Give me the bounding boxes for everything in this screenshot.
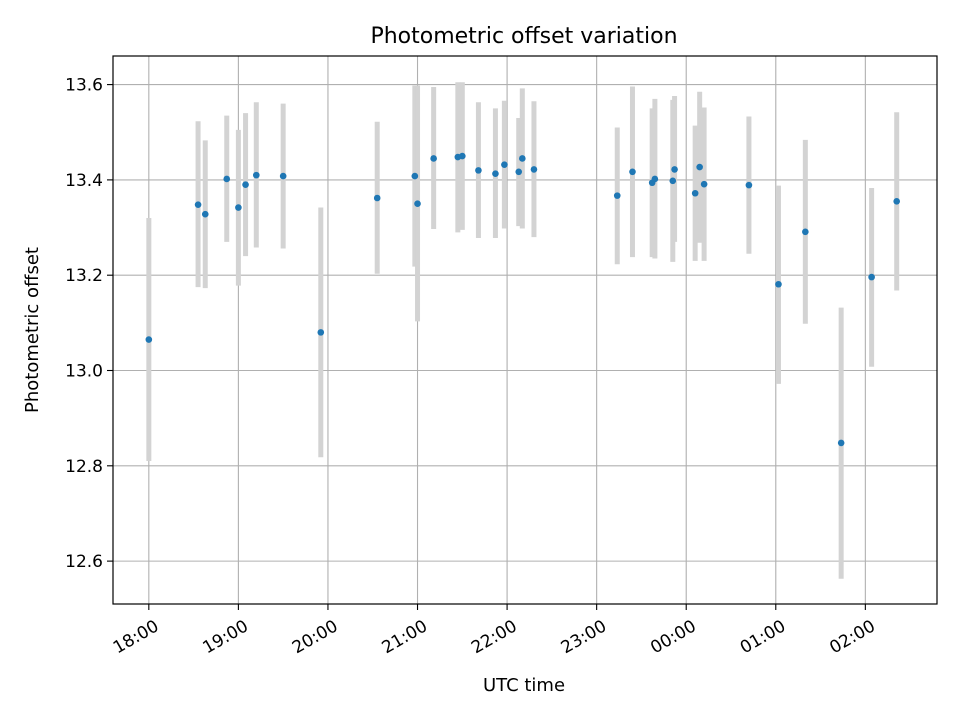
x-tick-label: 02:00 bbox=[826, 616, 878, 658]
x-tick-label: 19:00 bbox=[199, 616, 251, 658]
data-point bbox=[414, 200, 421, 208]
data-point bbox=[430, 155, 437, 162]
y-axis-ticks: 12.6 12.8 13.0 13.2 13.4 13.6 bbox=[65, 76, 113, 572]
x-tick-label: 20:00 bbox=[289, 616, 341, 658]
grid bbox=[113, 56, 937, 604]
plot-frame bbox=[112, 55, 938, 605]
data-point bbox=[201, 210, 209, 218]
data-point bbox=[279, 172, 287, 180]
y-tick-label: 12.6 bbox=[65, 552, 103, 572]
chart-title: Photometric offset variation bbox=[370, 24, 677, 49]
data-points bbox=[145, 152, 900, 447]
y-tick-label: 13.0 bbox=[65, 362, 103, 382]
y-axis-label: Photometric offset bbox=[22, 247, 43, 413]
data-point bbox=[651, 175, 659, 183]
data-point bbox=[501, 161, 508, 168]
data-point bbox=[515, 168, 523, 176]
y-tick-label: 13.2 bbox=[65, 266, 103, 286]
data-point bbox=[223, 175, 231, 183]
y-tick-label: 12.8 bbox=[65, 457, 103, 477]
data-point bbox=[235, 204, 242, 211]
data-point bbox=[530, 166, 538, 173]
data-point bbox=[700, 180, 708, 188]
data-point bbox=[459, 152, 466, 160]
data-point bbox=[253, 171, 260, 179]
x-tick-label: 21:00 bbox=[379, 616, 431, 658]
x-tick-label: 00:00 bbox=[647, 616, 699, 658]
x-tick-label: 18:00 bbox=[110, 616, 162, 658]
data-point bbox=[671, 166, 678, 173]
data-point bbox=[893, 198, 900, 205]
data-point bbox=[194, 201, 202, 208]
data-point bbox=[868, 273, 875, 281]
data-point bbox=[802, 228, 809, 236]
data-point bbox=[696, 163, 703, 171]
data-point bbox=[629, 168, 636, 176]
data-point bbox=[613, 192, 621, 199]
data-point bbox=[373, 194, 381, 202]
data-point bbox=[492, 170, 499, 178]
x-axis-label: UTC time bbox=[483, 675, 565, 696]
data-point bbox=[475, 167, 482, 174]
data-point bbox=[411, 172, 419, 180]
data-point bbox=[775, 280, 782, 288]
data-point bbox=[691, 189, 699, 197]
data-point bbox=[669, 177, 677, 185]
data-point bbox=[519, 155, 526, 162]
y-tick-label: 13.4 bbox=[65, 171, 103, 191]
data-point bbox=[242, 181, 249, 188]
data-point bbox=[145, 336, 153, 343]
data-point bbox=[745, 181, 753, 189]
data-point bbox=[317, 329, 325, 336]
x-tick-label: 22:00 bbox=[468, 616, 520, 658]
x-tick-label: 23:00 bbox=[558, 616, 610, 658]
y-tick-label: 13.6 bbox=[65, 76, 103, 96]
x-tick-label: 01:00 bbox=[737, 616, 789, 658]
x-axis-ticks: 18:00 19:00 20:00 21:00 22:00 23:00 00:00 01:00… bbox=[110, 604, 879, 658]
data-point bbox=[837, 439, 845, 447]
